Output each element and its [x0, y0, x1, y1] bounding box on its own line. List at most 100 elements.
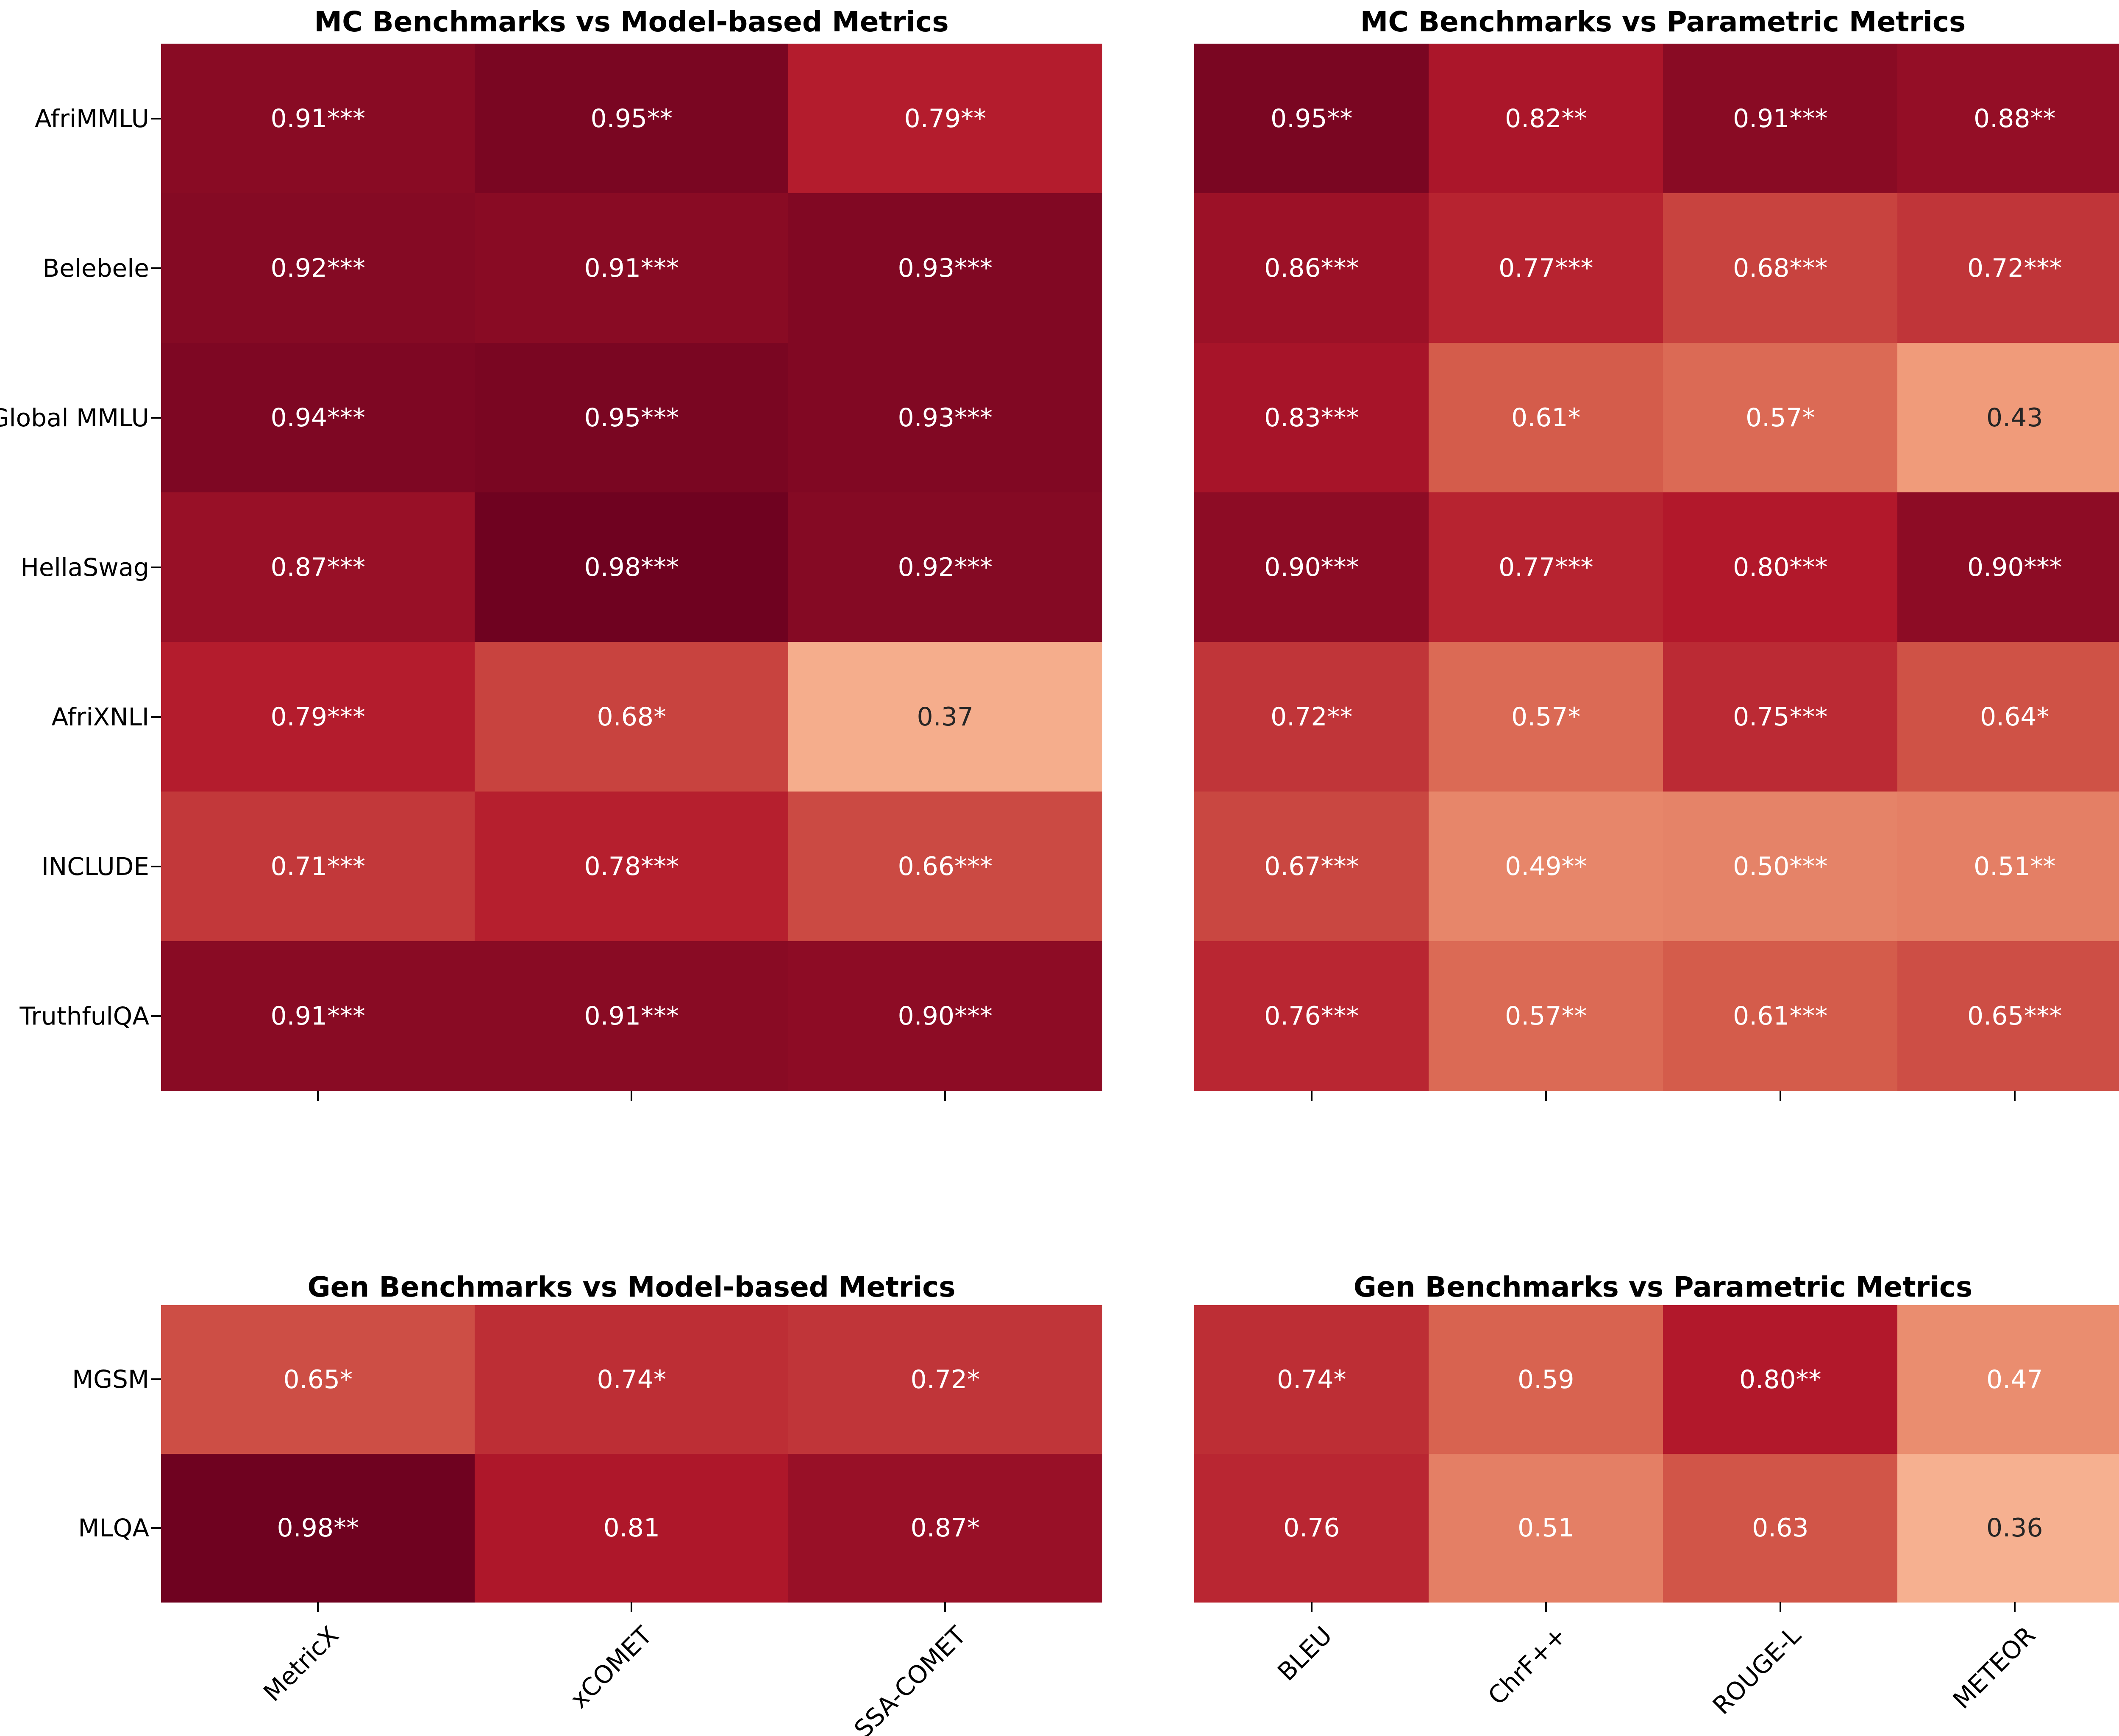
- x-tick-mark: [944, 1091, 946, 1101]
- heatmap-cell: 0.57*: [1663, 343, 1898, 493]
- title-gen-model-based: Gen Benchmarks vs Model-based Metrics: [307, 1271, 956, 1303]
- heatmap-cell: 0.91***: [161, 941, 475, 1091]
- heatmap-cell: 0.72**: [1194, 642, 1429, 792]
- y-tick-mark: [151, 117, 161, 119]
- heatmap-cell: 0.74*: [475, 1305, 789, 1454]
- heatmap-cell: 0.43: [1897, 343, 2119, 493]
- heatmap-cell: 0.49**: [1429, 792, 1663, 942]
- x-tick-mark: [1779, 1602, 1781, 1612]
- heatmap-cell: 0.79**: [788, 44, 1102, 194]
- heatmap-cell: 0.80**: [1663, 1305, 1898, 1454]
- heatmap-cell: 0.87***: [161, 492, 475, 642]
- heatmap-cell: 0.81: [475, 1453, 789, 1603]
- heatmap-cell: 0.65***: [1897, 941, 2119, 1091]
- heatmap-cell: 0.98***: [475, 492, 789, 642]
- heatmap-cell: 0.63: [1663, 1453, 1898, 1603]
- x-tick-label: BLEU: [1272, 1621, 1338, 1686]
- heatmap-gen-model-based: 0.65* 0.74* 0.72* 0.98** 0.81 0.87*: [161, 1305, 1102, 1603]
- heatmap-cell: 0.91***: [475, 193, 789, 343]
- heatmap-cell: 0.94***: [161, 343, 475, 493]
- title-gen-parametric: Gen Benchmarks vs Parametric Metrics: [1353, 1271, 1973, 1303]
- y-tick-label: Global MMLU: [0, 403, 149, 432]
- heatmap-cell: 0.36: [1897, 1453, 2119, 1603]
- heatmap-cell: 0.88**: [1897, 44, 2119, 194]
- heatmap-cell: 0.90***: [1897, 492, 2119, 642]
- y-tick-label: INCLUDE: [41, 852, 149, 881]
- y-tick-mark: [151, 1378, 161, 1380]
- heatmap-cell: 0.67***: [1194, 792, 1429, 942]
- heatmap-cell: 0.86***: [1194, 193, 1429, 343]
- heatmap-cell: 0.95***: [475, 343, 789, 493]
- heatmap-cell: 0.76: [1194, 1453, 1429, 1603]
- x-tick-mark: [1779, 1091, 1781, 1101]
- heatmap-cell: 0.72*: [788, 1305, 1102, 1454]
- x-tick-mark: [2013, 1602, 2016, 1612]
- heatmap-cell: 0.77***: [1429, 193, 1663, 343]
- heatmap-cell: 0.57*: [1429, 642, 1663, 792]
- y-tick-label: HellaSwag: [20, 553, 149, 582]
- y-tick-mark: [151, 417, 161, 419]
- title-mc-model-based: MC Benchmarks vs Model-based Metrics: [314, 6, 949, 38]
- heatmap-cell: 0.68*: [475, 642, 789, 792]
- x-tick-mark: [1310, 1091, 1313, 1101]
- y-tick-label: AfriMMLU: [35, 104, 149, 133]
- heatmap-cell: 0.98**: [161, 1453, 475, 1603]
- x-tick-label: ChrF++: [1482, 1621, 1572, 1711]
- heatmap-cell: 0.91***: [1663, 44, 1898, 194]
- heatmap-cell: 0.51: [1429, 1453, 1663, 1603]
- heatmap-cell: 0.72***: [1897, 193, 2119, 343]
- heatmap-cell: 0.93***: [788, 193, 1102, 343]
- heatmap-cell: 0.37: [788, 642, 1102, 792]
- heatmap-cell: 0.77***: [1429, 492, 1663, 642]
- x-tick-mark: [631, 1091, 632, 1101]
- x-tick-mark: [1545, 1602, 1547, 1612]
- title-mc-parametric: MC Benchmarks vs Parametric Metrics: [1360, 6, 1966, 38]
- x-tick-mark: [631, 1602, 632, 1612]
- heatmap-cell: 0.82**: [1429, 44, 1663, 194]
- heatmap-cell: 0.68***: [1663, 193, 1898, 343]
- heatmap-cell: 0.80***: [1663, 492, 1898, 642]
- y-tick-mark: [151, 716, 161, 718]
- heatmap-cell: 0.65*: [161, 1305, 475, 1454]
- heatmap-cell: 0.76***: [1194, 941, 1429, 1091]
- x-tick-label: SSA-COMET: [848, 1621, 972, 1736]
- heatmap-cell: 0.74*: [1194, 1305, 1429, 1454]
- heatmap-cell: 0.79***: [161, 642, 475, 792]
- heatmap-cell: 0.91***: [161, 44, 475, 194]
- x-tick-mark: [317, 1091, 319, 1101]
- x-tick-mark: [1310, 1602, 1313, 1612]
- x-tick-mark: [944, 1602, 946, 1612]
- heatmap-cell: 0.61*: [1429, 343, 1663, 493]
- y-tick-mark: [151, 566, 161, 568]
- x-tick-label: METEOR: [1947, 1621, 2041, 1715]
- y-tick-label: MLQA: [78, 1513, 149, 1542]
- y-tick-mark: [151, 1015, 161, 1017]
- heatmap-cell: 0.93***: [788, 343, 1102, 493]
- heatmap-cell: 0.51**: [1897, 792, 2119, 942]
- x-tick-label: xCOMET: [565, 1621, 658, 1714]
- heatmap-mc-parametric: 0.95** 0.82** 0.91*** 0.88** 0.86*** 0.77*** 0…: [1194, 44, 2119, 1091]
- heatmap-cell: 0.90***: [1194, 492, 1429, 642]
- heatmap-cell: 0.71***: [161, 792, 475, 942]
- x-tick-mark: [2013, 1091, 2016, 1101]
- y-tick-label: MGSM: [72, 1365, 149, 1394]
- x-tick-label: ROUGE-L: [1707, 1621, 1807, 1720]
- heatmap-cell: 0.59: [1429, 1305, 1663, 1454]
- heatmap-cell: 0.95**: [1194, 44, 1429, 194]
- heatmap-mc-model-based: 0.91*** 0.95** 0.79** 0.92*** 0.91*** 0.93***…: [161, 44, 1102, 1091]
- y-tick-label: TruthfulQA: [19, 1001, 149, 1030]
- y-tick-label: AfriXNLI: [51, 702, 149, 731]
- heatmap-cell: 0.61***: [1663, 941, 1898, 1091]
- x-tick-mark: [317, 1602, 319, 1612]
- y-tick-mark: [151, 1527, 161, 1529]
- heatmap-cell: 0.91***: [475, 941, 789, 1091]
- heatmap-cell: 0.83***: [1194, 343, 1429, 493]
- heatmap-cell: 0.64*: [1897, 642, 2119, 792]
- y-tick-label: Belebele: [42, 253, 149, 283]
- heatmap-cell: 0.95**: [475, 44, 789, 194]
- heatmap-cell: 0.78***: [475, 792, 789, 942]
- y-tick-mark: [151, 865, 161, 867]
- heatmap-cell: 0.87*: [788, 1453, 1102, 1603]
- heatmap-gen-parametric: 0.74* 0.59 0.80** 0.47 0.76 0.51 0.63 0.36: [1194, 1305, 2119, 1603]
